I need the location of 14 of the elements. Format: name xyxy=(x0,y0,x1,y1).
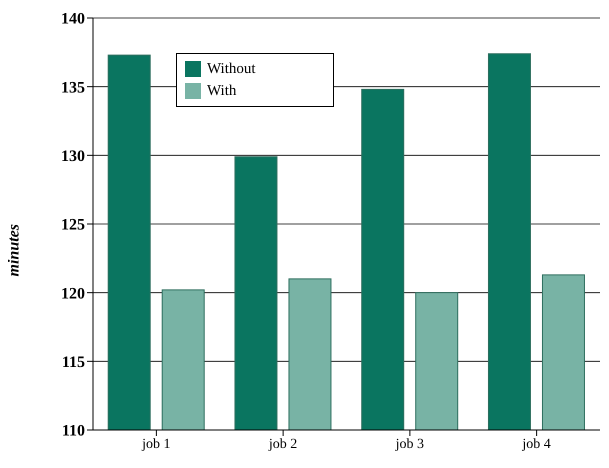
x-tick-label: job 1 xyxy=(141,436,171,452)
y-tick-label: 130 xyxy=(61,148,85,166)
x-tick-label: job 3 xyxy=(394,436,424,452)
x-tick-label: job 4 xyxy=(521,436,551,452)
legend-label: With xyxy=(207,82,236,101)
y-tick-label: 110 xyxy=(62,422,85,440)
y-tick-label: 115 xyxy=(62,354,85,372)
y-tick-label: 135 xyxy=(61,79,85,96)
y-axis-title: minutes xyxy=(6,224,23,276)
y-tick-label: 125 xyxy=(61,216,85,234)
x-tick-label: job 2 xyxy=(268,436,298,452)
y-tick-label: 140 xyxy=(61,10,85,28)
legend-label: Without xyxy=(207,60,256,79)
y-tick-label: 120 xyxy=(61,285,85,302)
